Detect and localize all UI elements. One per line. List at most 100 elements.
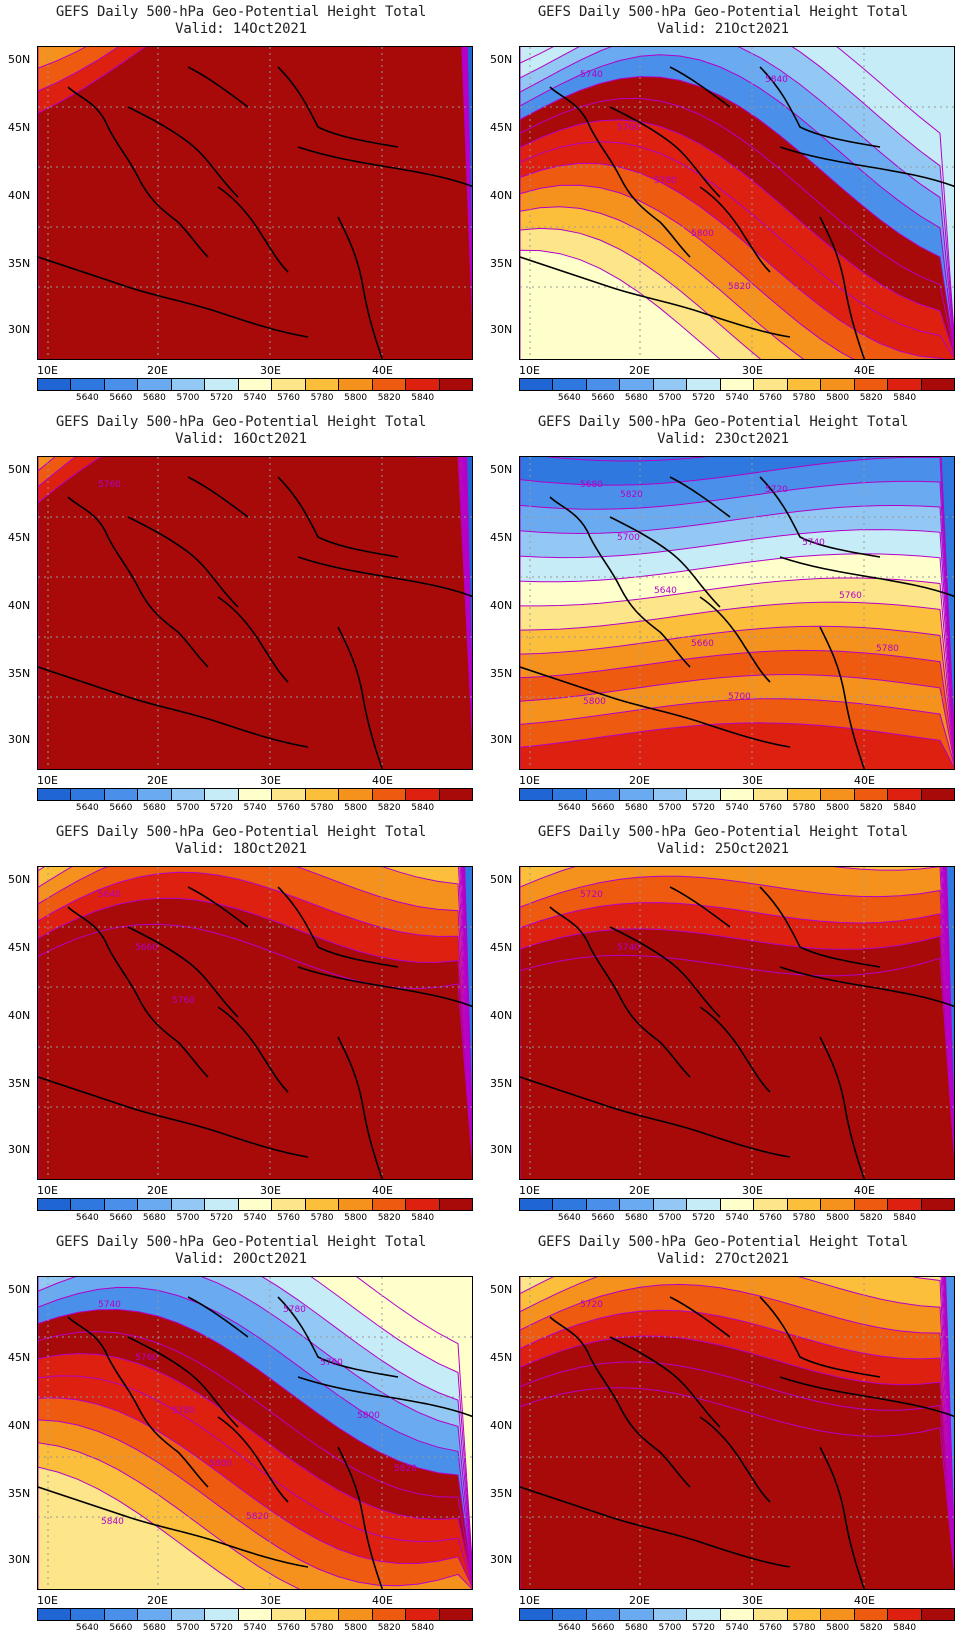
colorbar-swatch — [520, 1199, 554, 1210]
coastline — [520, 1076, 791, 1158]
colorbar-label: 5700 — [176, 393, 200, 403]
colorbar-label: 5720 — [692, 1213, 715, 1223]
colorbar-label: 5800 — [344, 1213, 368, 1223]
colorbar — [37, 788, 473, 801]
coastline — [277, 66, 399, 148]
colorbar-label: 5760 — [759, 1623, 782, 1633]
colorbar-swatch — [205, 1609, 239, 1620]
coastline — [779, 1376, 954, 1418]
colorbar-label: 5700 — [658, 803, 682, 813]
colorbar-label: 5820 — [859, 1213, 883, 1223]
colorbar-label: 5640 — [557, 1623, 581, 1633]
lat-label: 40N — [490, 599, 513, 612]
panel-title: GEFS Daily 500-hPa Geo-Potential Height … — [537, 4, 909, 37]
colorbar-swatch — [821, 789, 855, 800]
colorbar-labels: 5640 5660 5680 5700 5720 5740 5760 5780 5800 5820… — [519, 803, 955, 815]
colorbar-label: 5740 — [243, 803, 267, 813]
coastline — [520, 1486, 791, 1568]
coastline — [779, 966, 954, 1008]
colorbar-swatch — [104, 789, 139, 800]
coastline — [669, 66, 731, 108]
height-band — [520, 954, 954, 1179]
coastline — [819, 216, 866, 359]
map-panel-2: GEFS Daily 500-hPa Geo-Potential Height … — [482, 0, 964, 410]
colorbar-label: 5840 — [893, 803, 917, 813]
contour-label: 5800 — [209, 1459, 232, 1469]
colorbar-swatch — [71, 1199, 105, 1210]
colorbar-label: 5820 — [377, 393, 401, 403]
coastline — [520, 666, 791, 748]
height-band — [520, 1387, 954, 1589]
colorbar-swatch — [520, 789, 554, 800]
colorbar-swatch — [171, 379, 206, 390]
colorbar-label: 5720 — [692, 1623, 715, 1633]
colorbar-label: 5720 — [692, 393, 715, 403]
colorbar-swatch — [720, 379, 755, 390]
colorbar-swatch — [854, 1609, 889, 1620]
colorbar-swatch — [71, 1609, 105, 1620]
coastline — [297, 146, 472, 188]
coastline — [779, 146, 954, 188]
colorbar-label: 5700 — [658, 1623, 682, 1633]
contour-label: 5700 — [617, 533, 640, 543]
colorbar-label: 5700 — [176, 803, 200, 813]
lat-label: 35N — [8, 257, 31, 270]
colorbar-swatch — [138, 1609, 172, 1620]
lon-label: 30E — [260, 1184, 281, 1197]
colorbar-swatch — [653, 1199, 688, 1210]
lon-label: 30E — [260, 774, 281, 787]
coastline — [67, 86, 209, 258]
contour-label: 5720 — [765, 485, 788, 495]
colorbar-label: 5760 — [759, 1213, 782, 1223]
colorbar-label: 5740 — [725, 1213, 749, 1223]
contour-label: 5740 — [580, 70, 603, 80]
colorbar-label: 5680 — [142, 1213, 166, 1223]
colorbar-swatch — [854, 789, 889, 800]
colorbar-swatch — [553, 1609, 587, 1620]
colorbar-label: 5820 — [859, 1623, 883, 1633]
colorbar-swatch — [339, 379, 373, 390]
colorbar-label: 5800 — [826, 1623, 850, 1633]
coastline — [217, 186, 289, 273]
colorbar-labels: 5640 5660 5680 5700 5720 5740 5760 5780 5800 5820… — [37, 393, 473, 405]
lon-label: 20E — [629, 1594, 650, 1607]
colorbar-label: 5840 — [893, 1213, 917, 1223]
lon-label: 30E — [260, 1594, 281, 1607]
colorbar-swatch — [687, 1609, 721, 1620]
panel-title: GEFS Daily 500-hPa Geo-Potential Height … — [55, 414, 427, 447]
lat-label: 40N — [490, 1009, 513, 1022]
height-band — [520, 249, 721, 359]
contour-label: 5760 — [839, 591, 862, 601]
colorbar-swatch — [238, 1609, 273, 1620]
colorbar-swatch — [339, 789, 373, 800]
contour-label: 5760 — [135, 1353, 158, 1363]
lon-label: 10E — [519, 1184, 540, 1197]
colorbar-label: 5720 — [210, 1213, 233, 1223]
coastline — [699, 596, 771, 683]
colorbar-swatch — [921, 379, 955, 390]
contour-label: 5640 — [654, 586, 677, 596]
panel-title: GEFS Daily 500-hPa Geo-Potential Height … — [537, 414, 909, 447]
colorbar-swatch — [787, 1609, 822, 1620]
colorbar-swatch — [272, 789, 306, 800]
colorbar-swatch — [71, 379, 105, 390]
colorbar-swatch — [854, 379, 889, 390]
colorbar-swatch — [138, 379, 172, 390]
map-panel-7: GEFS Daily 500-hPa Geo-Potential Height … — [0, 1230, 482, 1640]
height-band — [38, 47, 472, 359]
coastline — [549, 496, 691, 668]
contour-label: 5700 — [728, 692, 751, 702]
height-map: 5680 5700 5640 5660 5700 5720 5740 5760 5780 5800… — [519, 456, 955, 770]
contour-label: 5780 — [876, 644, 899, 654]
colorbar-swatch — [720, 1199, 755, 1210]
lat-label: 40N — [8, 599, 31, 612]
lat-label: 40N — [490, 189, 513, 202]
lat-label: 45N — [8, 121, 31, 134]
colorbar-swatch — [305, 1609, 340, 1620]
colorbar-swatch — [406, 1199, 440, 1210]
contour-label: 5820 — [728, 282, 751, 292]
colorbar-label: 5640 — [75, 393, 99, 403]
colorbar-label: 5740 — [725, 803, 749, 813]
lat-label: 45N — [8, 941, 31, 954]
colorbar-label: 5820 — [377, 803, 401, 813]
